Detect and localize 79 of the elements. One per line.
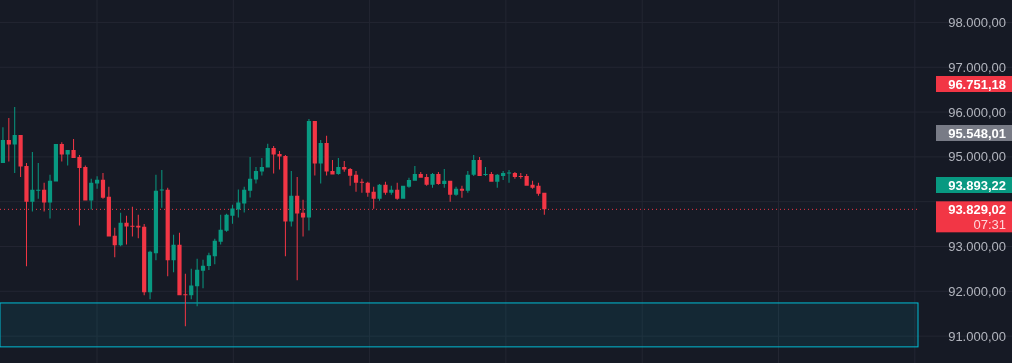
- candlestick: [159, 169, 164, 208]
- candlestick: [501, 170, 506, 180]
- candlestick: [30, 151, 35, 212]
- candlestick: [518, 172, 523, 179]
- candlestick: [430, 172, 435, 188]
- candlestick: [406, 177, 412, 188]
- y-tick-label: 93.000,00: [948, 239, 1006, 255]
- candlestick: [448, 180, 453, 202]
- candlestick: [477, 156, 482, 176]
- candlestick: [212, 238, 217, 265]
- candlestick: [142, 224, 147, 296]
- candlestick: [348, 167, 353, 186]
- candlestick: [436, 171, 441, 185]
- candlestick: [318, 139, 323, 184]
- candlestick: [259, 157, 264, 176]
- candlestick: [459, 185, 465, 198]
- candlestick: [171, 234, 176, 273]
- candlestick: [418, 171, 423, 178]
- candlestick: [483, 166, 488, 176]
- candlestick: [6, 118, 11, 162]
- candlestick: [147, 250, 153, 300]
- candlestick: [89, 178, 94, 210]
- candlestick: [401, 185, 406, 199]
- candlestick: [112, 227, 117, 258]
- candlestick: [395, 182, 400, 200]
- candlestick: [489, 171, 494, 182]
- candlestick: [242, 186, 247, 213]
- candlestick: [153, 174, 159, 261]
- candlestick: [453, 186, 459, 196]
- candlestick: [118, 212, 123, 247]
- candlestick: [42, 182, 47, 212]
- candlestick: [95, 176, 100, 189]
- text: 96.751,18: [948, 76, 1006, 92]
- candlestick: [495, 173, 500, 188]
- candlestick: [206, 252, 211, 270]
- candlestick: [377, 183, 382, 201]
- candlestick: [189, 268, 194, 300]
- candlestick: [12, 107, 17, 173]
- candlestick: [465, 170, 470, 193]
- candlestick: [253, 166, 259, 184]
- y-tick-label: 97.000,00: [948, 59, 1006, 75]
- candlestick: [47, 174, 53, 219]
- candlestick: [442, 168, 447, 188]
- candlestick: [36, 162, 41, 199]
- y-tick-label: 96.000,00: [948, 104, 1006, 120]
- candlestick: [265, 143, 270, 168]
- candlestick: [471, 154, 476, 176]
- candlestick: [412, 165, 417, 181]
- candlestick: [289, 170, 294, 227]
- candlestick: [336, 157, 341, 175]
- y-tick-label: 95.000,00: [948, 149, 1006, 165]
- candlestick: [383, 181, 388, 195]
- y-tick-label: 98.000,00: [948, 14, 1006, 30]
- candlestick: [306, 119, 312, 231]
- candlestick: [424, 173, 429, 186]
- ref-line-label: 93.829,02: [948, 201, 1006, 217]
- candlestick: [59, 142, 64, 162]
- y-tick-label: 92.000,00: [948, 283, 1006, 299]
- candlestick: [248, 156, 253, 198]
- text: 07:31: [973, 216, 1006, 232]
- candlestick: [65, 149, 70, 166]
- candlestick: [342, 160, 347, 172]
- y-tick-label: 91.000,00: [948, 328, 1006, 344]
- text: 93.893,22: [948, 177, 1006, 193]
- candlestick: [100, 172, 106, 199]
- candlestick: [124, 215, 129, 245]
- candlestick: [0, 127, 6, 163]
- candlestick: [353, 170, 359, 192]
- candlestick: [53, 143, 58, 182]
- candlestick: [506, 169, 512, 183]
- candlestick: [371, 186, 376, 209]
- candlestick: [312, 121, 317, 176]
- candlestick: [359, 178, 364, 193]
- candlestick: [195, 258, 200, 307]
- text: 95.548,01: [948, 125, 1006, 141]
- candlestick: [512, 171, 517, 179]
- candlestick: [389, 185, 394, 195]
- candlestick: [200, 259, 206, 289]
- candlestick: [365, 181, 370, 197]
